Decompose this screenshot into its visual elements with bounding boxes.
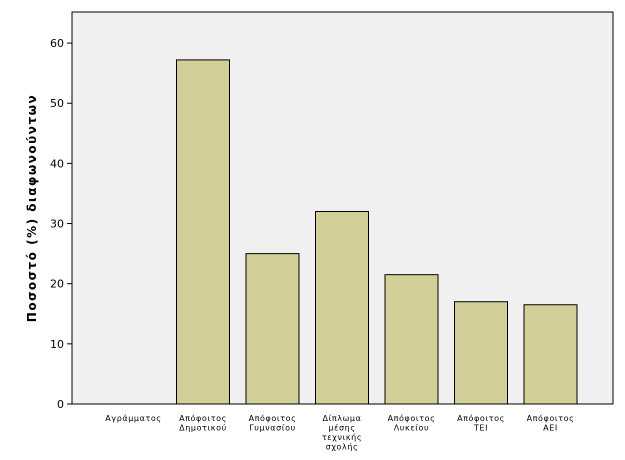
y-tick-label: 30 [50,218,64,231]
x-tick-label: Απόφοιτος ΑΕΙ [527,413,575,433]
bar [245,253,300,405]
y-tick-label: 60 [50,37,64,50]
y-tick-label: 50 [50,97,64,110]
y-tick-label: 10 [50,338,64,351]
bar [315,211,369,405]
bar [454,301,508,405]
x-tick-label: Δίπλωμα μέσης τεχνικής σχολής [322,414,362,452]
y-tick-label: 0 [57,398,64,411]
y-axis: 0 10 20 30 40 50 60 [50,37,72,411]
y-tick-label: 40 [50,157,64,170]
x-tick-label: Απόφοιτος Λυκείου [388,413,436,433]
x-tick-label: Απόφοιτος ΤΕΙ [457,413,505,433]
bar [523,304,578,405]
x-tick-label: Απόφοιτος Δημοτικού [179,413,227,433]
bar [176,59,230,405]
x-tick-label: Αγράμματος [105,414,161,423]
x-tick-label: Απόφοιτος Γυμνασίου [249,413,297,433]
y-tick-label: 20 [50,278,64,291]
x-axis-labels: Αγράμματος Απόφοιτος Δημοτικού Απόφοιτος Γυμ… [105,413,574,452]
bar [384,274,439,405]
y-axis-title: Ποσοστό (%) διαφωνούντων [25,94,39,322]
bars [176,59,578,405]
